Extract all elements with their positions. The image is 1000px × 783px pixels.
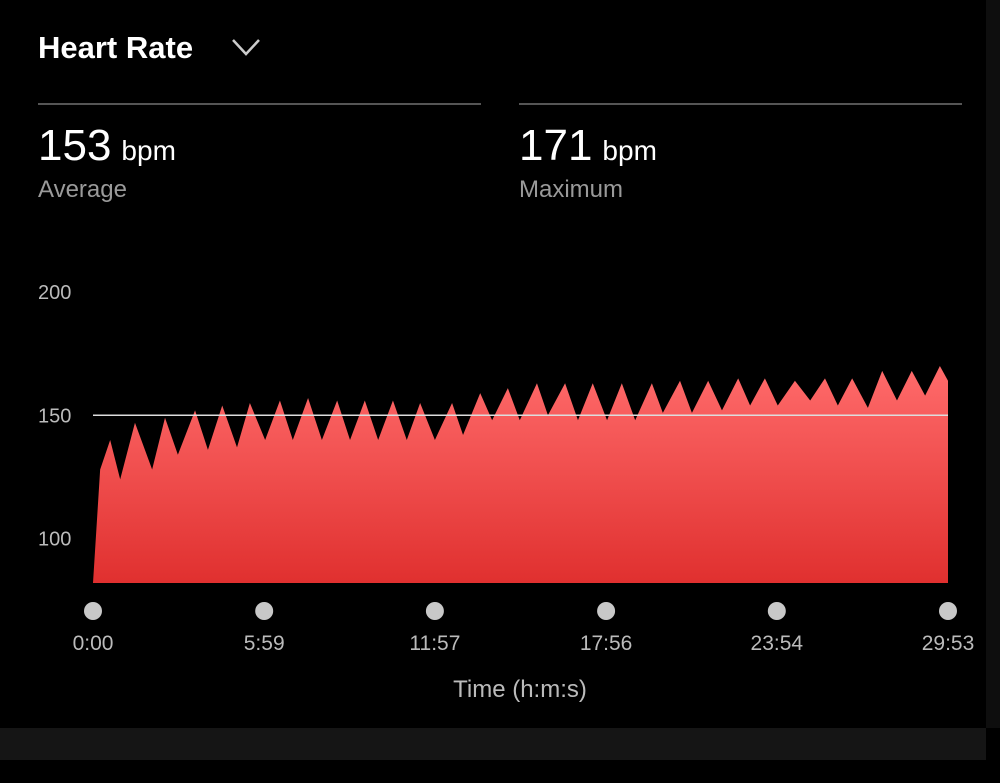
y-tick-label: 200: [38, 282, 71, 304]
x-tick-label: 0:00: [73, 632, 114, 655]
stat-value: 171: [519, 121, 592, 170]
chevron[interactable]: [232, 39, 260, 56]
stat-unit: bpm: [121, 135, 175, 166]
x-tick-label: 17:56: [580, 632, 633, 655]
edge-strip: [986, 0, 1000, 728]
stat-maximum: 171 bpm: [519, 121, 657, 170]
y-tick-label: 100: [38, 529, 71, 551]
y-tick-label: 150: [38, 405, 71, 427]
stat-average: 153 bpm: [38, 121, 176, 170]
x-axis-title: Time (h:m:s): [453, 676, 587, 703]
x-tick-dot: [767, 602, 786, 620]
x-tick-dot: [84, 602, 102, 620]
title[interactable]: Heart Rate: [38, 30, 193, 65]
stat-label: Maximum: [519, 176, 623, 203]
x-tick-label: 5:59: [244, 632, 285, 655]
x-tick-label: 11:57: [409, 632, 460, 655]
x-tick-dot: [255, 602, 274, 620]
x-tick-dot: [425, 602, 444, 620]
stat-unit: bpm: [602, 135, 656, 166]
x-tick-label: 23:54: [751, 632, 804, 655]
x-tick-dot: [939, 602, 957, 620]
x-tick-label: 29:53: [922, 632, 975, 655]
bottom-bar: [0, 728, 986, 760]
area: [93, 365, 948, 583]
x-tick-dot: [597, 602, 616, 620]
stat-label: Average: [38, 176, 127, 203]
stat-value: 153: [38, 121, 111, 170]
title-dropdown[interactable]: Heart Rate: [38, 30, 260, 65]
